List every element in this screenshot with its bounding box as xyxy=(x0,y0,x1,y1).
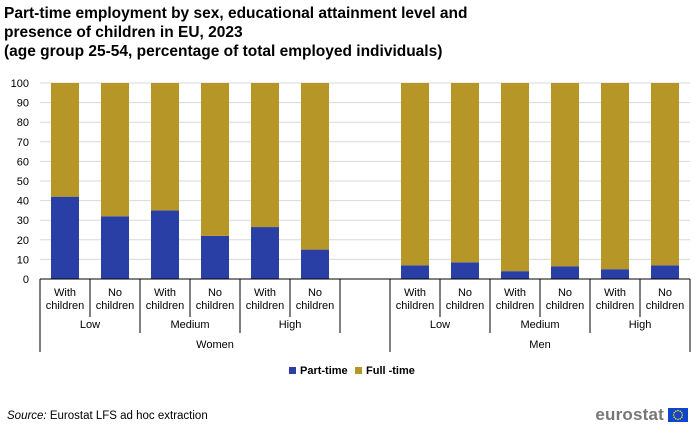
x-tick-label-line1: No xyxy=(458,287,472,299)
x-tick-label-line1: With xyxy=(54,287,76,299)
source-note: Source: Eurostat LFS ad hoc extraction xyxy=(7,410,208,422)
bar-full-time xyxy=(51,83,79,197)
bar-part-time xyxy=(651,265,679,279)
bar-part-time xyxy=(301,249,329,279)
y-tick-label: 100 xyxy=(11,78,29,90)
bar-part-time xyxy=(401,265,429,279)
education-group-label: Low xyxy=(80,319,100,331)
education-group-label: High xyxy=(629,319,652,331)
bar-part-time xyxy=(251,227,279,279)
education-group-label: High xyxy=(279,319,302,331)
bar-full-time xyxy=(151,83,179,211)
y-tick-label: 10 xyxy=(17,254,29,266)
x-tick-label-line1: With xyxy=(604,287,626,299)
x-tick-label-line2: children xyxy=(246,300,285,312)
x-tick-label-line2: children xyxy=(146,300,185,312)
x-tick-label-line1: No xyxy=(658,287,672,299)
x-tick-label-line1: No xyxy=(558,287,572,299)
y-tick-label: 60 xyxy=(17,156,29,168)
eurostat-wordmark: eurostat xyxy=(595,405,664,424)
bar-part-time xyxy=(101,216,129,279)
title-line-1: Part-time employment by sex, educational… xyxy=(4,5,468,22)
x-tick-label-line2: children xyxy=(596,300,635,312)
bar-full-time xyxy=(201,83,229,236)
title-line-2: presence of children in EU, 2023 xyxy=(4,24,243,41)
x-tick-label-line1: No xyxy=(208,287,222,299)
sex-group-label: Women xyxy=(196,339,234,351)
y-tick-label: 90 xyxy=(17,98,29,110)
bar-full-time xyxy=(451,83,479,263)
x-tick-label-line2: children xyxy=(196,300,235,312)
x-tick-label-line2: children xyxy=(496,300,535,312)
x-tick-label-line2: children xyxy=(46,300,85,312)
bar-full-time xyxy=(501,83,529,272)
bar-full-time xyxy=(401,83,429,266)
bar-full-time xyxy=(251,83,279,228)
y-tick-label: 40 xyxy=(17,196,29,208)
y-tick-label: 50 xyxy=(17,176,29,188)
x-tick-label-line1: With xyxy=(504,287,526,299)
bar-part-time xyxy=(451,262,479,279)
bar-part-time xyxy=(201,235,229,279)
eurostat-logo: eurostat xyxy=(595,405,688,425)
bar-full-time xyxy=(101,83,129,217)
x-tick-label-line1: With xyxy=(404,287,426,299)
x-tick-label-line1: With xyxy=(154,287,176,299)
bar-part-time xyxy=(601,269,629,279)
sex-group-label: Men xyxy=(529,339,550,351)
y-tick-label: 20 xyxy=(17,235,29,247)
bar-full-time xyxy=(601,83,629,270)
legend-label: Part-time xyxy=(300,365,348,377)
source-label: Source: xyxy=(7,410,47,422)
x-tick-label-line2: children xyxy=(446,300,485,312)
y-tick-label: 30 xyxy=(17,215,29,227)
y-tick-label: 80 xyxy=(17,117,29,129)
source-text: Eurostat LFS ad hoc extraction xyxy=(46,410,208,422)
eu-flag-icon xyxy=(668,408,688,422)
bar-full-time xyxy=(301,83,329,250)
x-tick-label-line2: children xyxy=(546,300,585,312)
x-tick-label-line1: With xyxy=(254,287,276,299)
legend-label: Full -time xyxy=(366,365,415,377)
bar-full-time xyxy=(551,83,579,267)
education-group-label: Medium xyxy=(520,319,559,331)
y-tick-label: 70 xyxy=(17,137,29,149)
bar-part-time xyxy=(151,210,179,279)
x-tick-label-line2: children xyxy=(396,300,435,312)
x-tick-label-line2: children xyxy=(296,300,335,312)
x-tick-label-line1: No xyxy=(308,287,322,299)
x-tick-label-line1: No xyxy=(108,287,122,299)
bar-part-time xyxy=(551,266,579,279)
y-tick-label: 0 xyxy=(23,274,29,286)
bar-part-time xyxy=(501,271,529,279)
x-tick-label-line2: children xyxy=(646,300,685,312)
bar-part-time xyxy=(51,196,79,279)
chart-title: Part-time employment by sex, educational… xyxy=(4,4,664,61)
education-group-label: Low xyxy=(430,319,450,331)
education-group-label: Medium xyxy=(170,319,209,331)
stacked-bar-chart: 0102030405060708090100WithchildrenNochil… xyxy=(11,78,691,377)
bar-full-time xyxy=(651,83,679,266)
x-tick-label-line2: children xyxy=(96,300,135,312)
legend-swatch xyxy=(289,367,296,374)
legend-swatch xyxy=(355,367,362,374)
title-line-3: (age group 25-54, percentage of total em… xyxy=(4,43,443,60)
